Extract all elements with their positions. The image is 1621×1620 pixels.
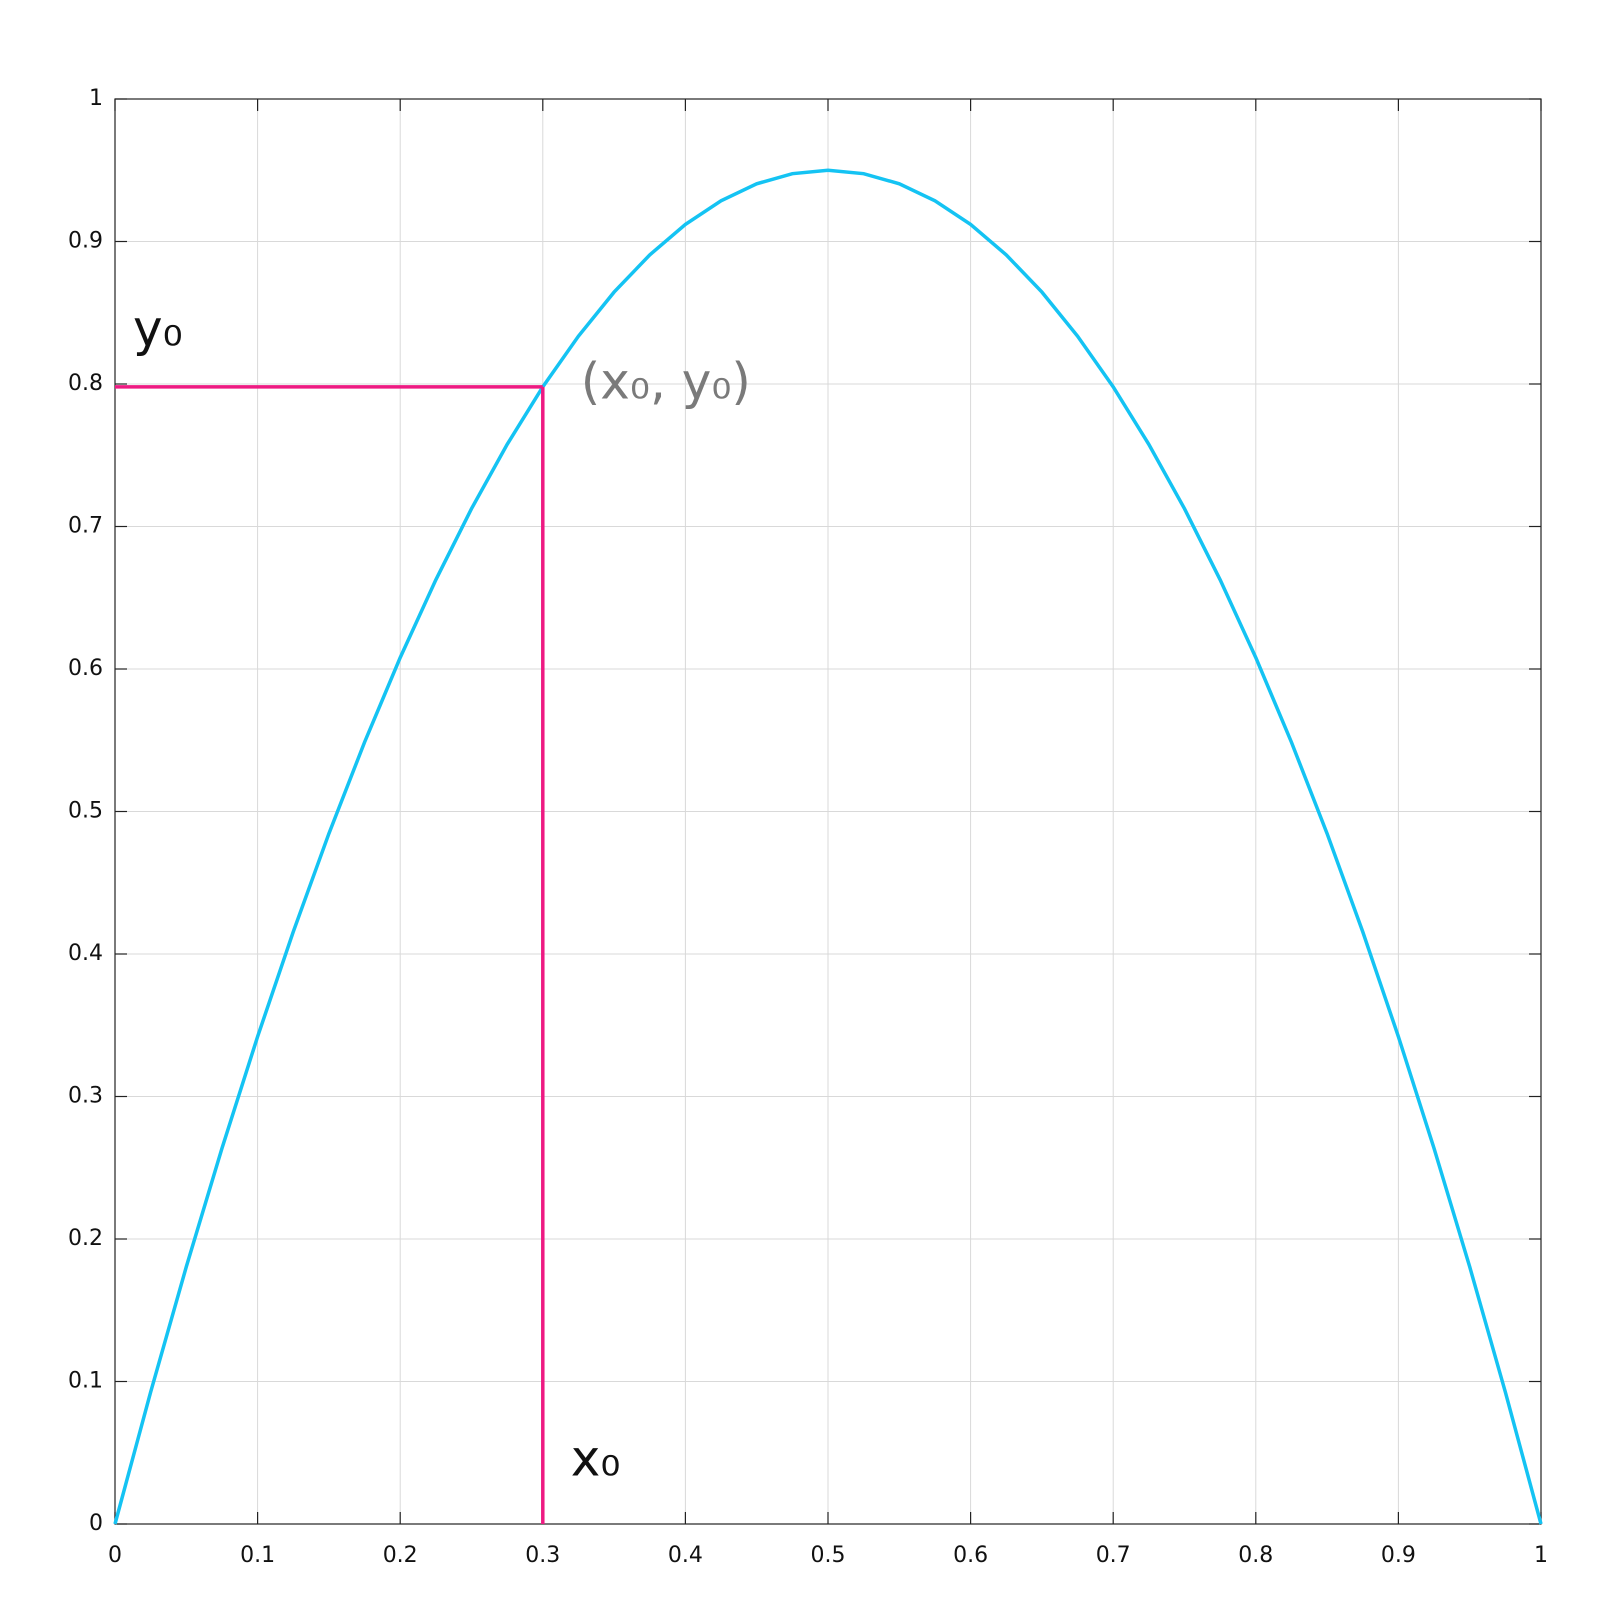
annotation: x₀ — [571, 1430, 621, 1488]
x-tick-label: 1 — [1534, 1543, 1548, 1568]
x-tick-label: 0.8 — [1238, 1543, 1273, 1568]
series-line — [113, 168, 1543, 1525]
y-tick-label: 0.7 — [68, 514, 103, 539]
x-tick-label: 0.2 — [383, 1543, 418, 1568]
x-tick-label: 0.7 — [1096, 1543, 1131, 1568]
plot-frame — [114, 98, 1542, 1525]
x-tick-label: 0.5 — [811, 1543, 846, 1568]
y-tick-label: 0 — [89, 1511, 103, 1536]
y-tick-label: 0.9 — [68, 229, 103, 254]
y-tick-label: 0.4 — [68, 941, 103, 966]
y-tick-label: 0.2 — [68, 1226, 103, 1251]
x-tick-label: 0.4 — [668, 1543, 703, 1568]
y-tick-label: 0.1 — [68, 1369, 103, 1394]
y-tick-label: 0.3 — [68, 1084, 103, 1109]
y-tick-label: 1 — [89, 86, 103, 111]
x-tick-label: 0 — [108, 1543, 122, 1568]
annotation: (x₀, y₀) — [581, 352, 751, 410]
annotation: y₀ — [133, 299, 183, 357]
y-tick-label: 0.8 — [68, 371, 103, 396]
x-tick-label: 0.6 — [953, 1543, 988, 1568]
x-tick-label: 0.3 — [525, 1543, 560, 1568]
x-tick-label: 0.9 — [1381, 1543, 1416, 1568]
y-tick-label: 0.6 — [68, 656, 103, 681]
y-tick-label: 0.5 — [68, 799, 103, 824]
x-tick-label: 0.1 — [240, 1543, 275, 1568]
